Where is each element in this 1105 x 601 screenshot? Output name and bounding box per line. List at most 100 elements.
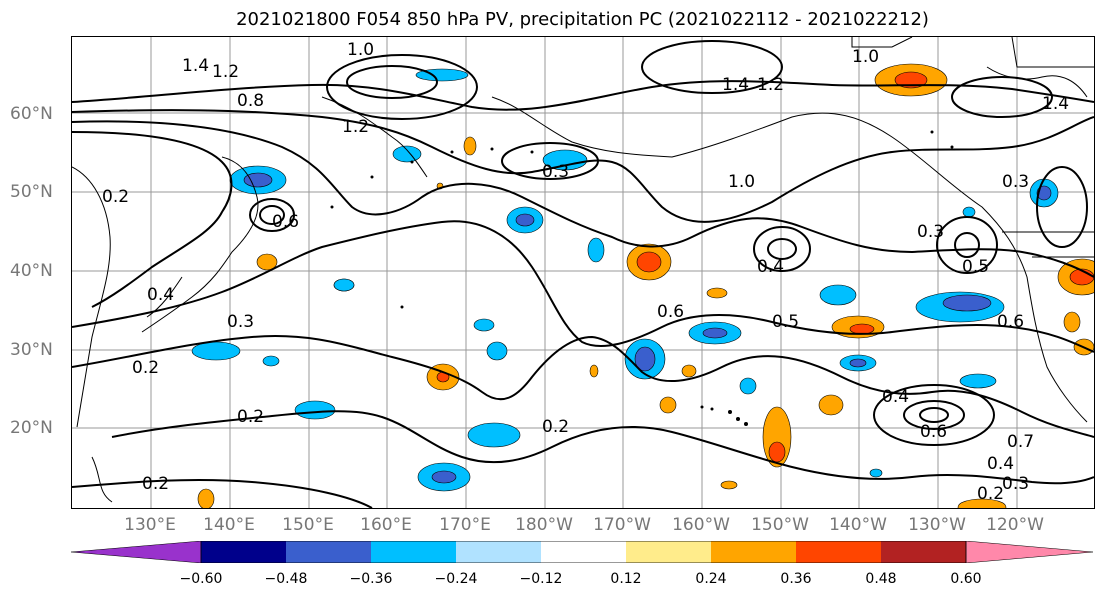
- contour-label: 1.4: [182, 56, 209, 76]
- island-dot: [450, 150, 454, 154]
- coastline: [91, 456, 113, 503]
- precip-blob: [894, 71, 928, 89]
- pv-contour-closed: [873, 384, 995, 446]
- island-dot: [736, 417, 740, 421]
- pv-contour: [72, 335, 1094, 438]
- colorbar-swatch: [201, 541, 286, 563]
- pv-contour-closed: [903, 400, 965, 430]
- colorbar-tick: 0.36: [780, 571, 812, 587]
- island-dot: [950, 145, 954, 149]
- pv-contours: [72, 40, 1094, 508]
- contour-label: 0.2: [132, 358, 159, 378]
- pv-contour-closed: [346, 65, 438, 99]
- colorbar-tick: −0.48: [264, 571, 308, 587]
- precip-blob: [473, 318, 495, 332]
- lat-label-20n: 20°N: [10, 418, 53, 438]
- precip-blob: [467, 422, 521, 448]
- contour-label: 0.6: [997, 312, 1024, 332]
- precip-blob: [587, 237, 605, 263]
- lat-label-40n: 40°N: [10, 261, 53, 281]
- contour-label: 0.6: [657, 302, 684, 322]
- island-dot: [930, 130, 934, 134]
- pv-contour-closed: [954, 232, 980, 258]
- precip-blob: [191, 341, 241, 361]
- contour-label: 0.2: [977, 484, 1004, 504]
- contour-label: 0.3: [227, 312, 254, 332]
- colorbar-tick: 0.60: [950, 571, 982, 587]
- map-title: 2021021800 F054 850 hPa PV, precipitatio…: [236, 9, 929, 30]
- colorbar-tick: 0.48: [865, 571, 897, 587]
- island-dot: [728, 410, 732, 414]
- precip-blob: [392, 145, 422, 163]
- colorbar-tick: −0.36: [349, 571, 393, 587]
- island-dot: [330, 205, 334, 209]
- precip-blob: [262, 355, 280, 367]
- precip-blob: [515, 213, 535, 227]
- pv-contour: [72, 131, 233, 308]
- contour-label: 1.2: [757, 75, 784, 95]
- precip-positive: [197, 63, 1094, 508]
- colorbar-extend-low: [71, 541, 202, 563]
- contour-label: 0.5: [962, 257, 989, 277]
- precip-blob: [431, 470, 457, 484]
- precip-blob: [256, 253, 278, 271]
- precip-blob: [819, 284, 857, 306]
- precip-blob: [739, 377, 757, 395]
- pv-contour-closed: [919, 407, 949, 423]
- pv-contour: [72, 109, 1094, 223]
- contour-label: 0.3: [1002, 172, 1029, 192]
- colorbar-swatch: [456, 541, 541, 563]
- colorbar-swatch: [796, 541, 881, 563]
- pv-contour: [72, 120, 1094, 278]
- precip-blob: [197, 488, 215, 508]
- colorbar-frame: [200, 541, 967, 563]
- precip-blob: [542, 149, 588, 171]
- contour-label: 0.8: [237, 91, 264, 111]
- lon-label-120w: 120°W: [986, 515, 1044, 535]
- island-dot: [490, 147, 494, 151]
- pv-contour-closed: [767, 238, 797, 260]
- coastline: [851, 37, 913, 48]
- contour-label: 1.4: [1042, 94, 1069, 114]
- map-canvas: 1.4 1.2 1.0 0.8 0.6 1.2 1.4 1.2 1.4 1.0 …: [72, 37, 1094, 508]
- colorbar-tick: 0.12: [610, 571, 642, 587]
- precip-blob: [1036, 185, 1052, 201]
- coastline: [146, 276, 183, 318]
- pv-contour-closed: [259, 205, 285, 225]
- contour-label: 0.2: [237, 407, 264, 427]
- contour-label: 1.4: [722, 75, 749, 95]
- precip-blob: [702, 327, 728, 339]
- contour-label: 1.0: [347, 40, 374, 60]
- colorbar-swatch: [541, 541, 626, 563]
- precip-blob: [959, 373, 997, 389]
- precip-blob: [849, 358, 867, 368]
- pv-contour: [72, 478, 373, 508]
- pv-contour: [111, 410, 1094, 485]
- pv-contour: [72, 80, 1094, 111]
- coastline: [321, 96, 428, 178]
- precip-blob: [720, 480, 738, 490]
- precip-blob: [659, 396, 677, 414]
- coastlines: [72, 37, 1094, 503]
- island-dot: [744, 422, 748, 426]
- precip-blob: [589, 364, 599, 378]
- precip-blob: [294, 400, 336, 420]
- contour-label: 0.2: [102, 187, 129, 207]
- contour-label: 1.0: [728, 172, 755, 192]
- contour-label: 0.3: [542, 162, 569, 182]
- contour-label: 1.2: [342, 117, 369, 137]
- precip-blob: [869, 468, 883, 478]
- lon-label-130w: 130°W: [908, 515, 966, 535]
- colorbar-tick: 0.24: [695, 571, 727, 587]
- lon-label-150w: 150°W: [751, 515, 809, 535]
- island-dot: [370, 175, 374, 179]
- island-dot: [530, 150, 534, 154]
- pv-contour-closed: [753, 226, 811, 272]
- contour-label: 1.2: [212, 62, 239, 82]
- precip-blob: [681, 364, 697, 378]
- pv-contour-closed: [249, 198, 295, 232]
- islands: [330, 130, 954, 426]
- colorbar-extend-high: [965, 541, 1093, 563]
- lat-label-60n: 60°N: [10, 104, 53, 124]
- contour-label: 0.7: [1007, 432, 1034, 452]
